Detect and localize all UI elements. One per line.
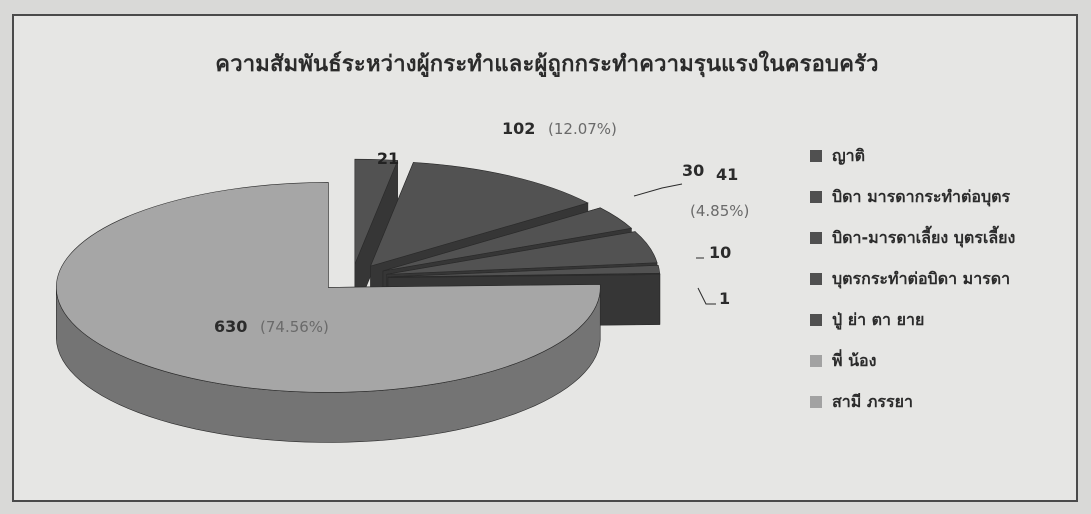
pie-slice-top [370, 162, 589, 267]
legend-swatch [810, 314, 822, 326]
legend-label: พี่ น้อง [832, 350, 877, 370]
data-label-value: 30 [682, 161, 704, 180]
legend-label: ญาติ [832, 145, 866, 165]
data-label-percent: (12.07%) [548, 120, 617, 138]
data-label-value: 41 [716, 165, 738, 184]
chart-title: ความสัมพันธ์ระหว่างผู้กระทำและผู้ถูกกระท… [215, 52, 879, 77]
legend-item: ปู่ ย่า ตา ยาย [810, 308, 924, 332]
pie-chart: 21 102 (12.07%) 30 41 (4.85%) 10 1 630 (74.56%) [56, 119, 749, 443]
legend-label: สามี ภรรยา [832, 391, 913, 411]
pie-slice-top [56, 182, 601, 393]
data-label-percent: (4.85%) [690, 202, 749, 220]
data-label-value: 1 [719, 289, 730, 308]
legend-label: บิดา-มารดาเลี้ยง บุตรเลี้ยง [832, 227, 1016, 247]
legend-swatch [810, 355, 822, 367]
legend-item: บิดา-มารดาเลี้ยง บุตรเลี้ยง [810, 226, 1015, 250]
legend-label: บิดา มารดากระทำต่อบุตร [832, 186, 1011, 206]
data-label-percent: (74.56%) [260, 318, 329, 336]
pie-slice-top [382, 207, 633, 272]
data-label-value: 10 [709, 243, 731, 262]
legend-item: บิดา มารดากระทำต่อบุตร [810, 185, 1010, 209]
legend-label: บุตรกระทำต่อบิดา มารดา [832, 268, 1011, 288]
data-label-value: 102 [502, 119, 535, 138]
legend-item: บุตรกระทำต่อบิดา มารดา [810, 267, 1010, 291]
legend-swatch [810, 191, 822, 203]
legend-item: ญาติ [810, 144, 865, 168]
legend-label: ปู่ ย่า ตา ยาย [832, 309, 925, 329]
legend-item: สามี ภรรยา [810, 390, 913, 414]
legend-item: พี่ น้อง [810, 349, 876, 373]
pie-slice-6 [56, 182, 601, 443]
data-label-value: 21 [377, 149, 399, 168]
legend-swatch [810, 150, 822, 162]
pie-slice-top [386, 231, 658, 275]
pie-slice-top [387, 265, 661, 278]
data-label-value: 630 [214, 317, 247, 336]
pie-slice-top [387, 273, 661, 278]
legend-swatch [810, 232, 822, 244]
chart-frame: ความสัมพันธ์ระหว่างผู้กระทำและผู้ถูกกระท… [12, 14, 1078, 502]
leader-line [633, 183, 683, 197]
legend-swatch [810, 273, 822, 285]
pie-slice-top [354, 158, 399, 265]
legend-swatch [810, 396, 822, 408]
leader-line [697, 287, 716, 305]
